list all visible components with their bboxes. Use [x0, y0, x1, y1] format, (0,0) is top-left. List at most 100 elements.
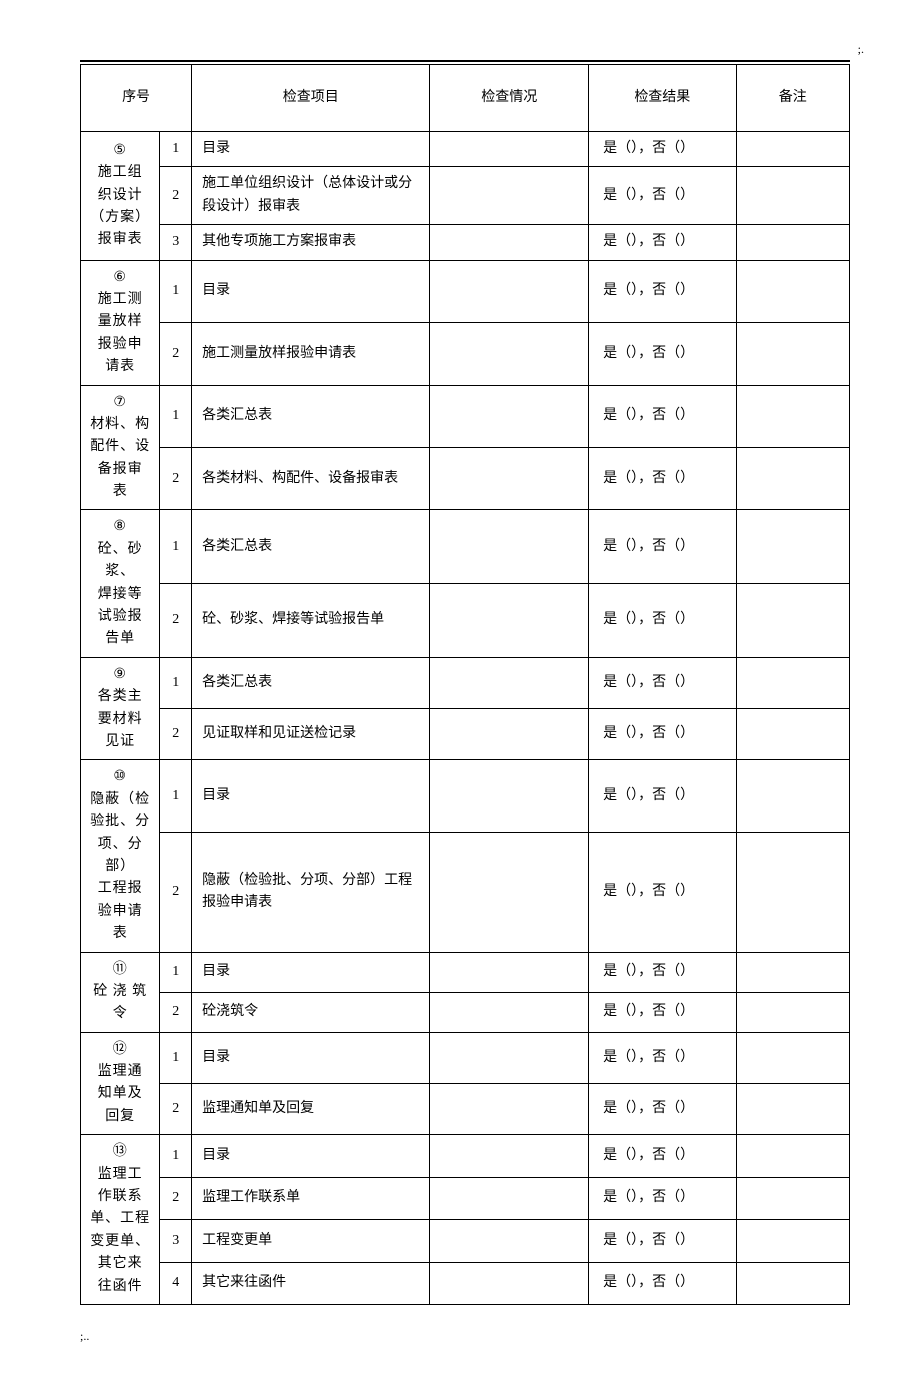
inspection-item: 目录	[192, 1032, 430, 1083]
group-label: ⑨各类主要材料见证	[81, 657, 160, 760]
inspection-note	[736, 709, 849, 760]
table-row: 2监理通知单及回复是（），否（）	[81, 1083, 850, 1134]
row-number: 2	[160, 833, 192, 952]
header-result: 检查结果	[589, 65, 736, 132]
table-row: ⑧砼、砂浆、焊接等试验报告单1各类汇总表是（），否（）	[81, 510, 850, 584]
inspection-result: 是（），否（）	[589, 833, 736, 952]
inspection-item: 施工测量放样报验申请表	[192, 323, 430, 385]
inspection-note	[736, 1083, 849, 1134]
inspection-result: 是（），否（）	[589, 952, 736, 992]
inspection-item: 监理工作联系单	[192, 1177, 430, 1219]
inspection-condition	[430, 709, 589, 760]
row-number: 1	[160, 260, 192, 322]
inspection-condition	[430, 1135, 589, 1177]
inspection-condition	[430, 760, 589, 833]
inspection-result: 是（），否（）	[589, 385, 736, 447]
row-number: 2	[160, 992, 192, 1032]
inspection-condition	[430, 1177, 589, 1219]
inspection-result: 是（），否（）	[589, 584, 736, 658]
inspection-item: 监理通知单及回复	[192, 1083, 430, 1134]
inspection-condition	[430, 225, 589, 260]
group-label: ⑤施工组织设计（方案）报审表	[81, 132, 160, 261]
table-row: 3其他专项施工方案报审表是（），否（）	[81, 225, 850, 260]
inspection-item: 目录	[192, 1135, 430, 1177]
table-row: ⑤施工组织设计（方案）报审表1目录是（），否（）	[81, 132, 850, 167]
inspection-condition	[430, 132, 589, 167]
inspection-result: 是（），否（）	[589, 225, 736, 260]
row-number: 1	[160, 657, 192, 708]
inspection-result: 是（），否（）	[589, 132, 736, 167]
inspection-condition	[430, 657, 589, 708]
inspection-item: 目录	[192, 260, 430, 322]
inspection-note	[736, 132, 849, 167]
group-label: ⑬监理工作联系单、工程变更单、其它来往函件	[81, 1135, 160, 1305]
inspection-note	[736, 167, 849, 225]
inspection-table: 序号 检查项目 检查情况 检查结果 备注 ⑤施工组织设计（方案）报审表1目录是（…	[80, 64, 850, 1305]
inspection-condition	[430, 1032, 589, 1083]
inspection-condition	[430, 323, 589, 385]
table-row: ⑩隐蔽（检验批、分项、分部）工程报验申请表1目录是（），否（）	[81, 760, 850, 833]
header-seq: 序号	[81, 65, 192, 132]
inspection-note	[736, 833, 849, 952]
inspection-note	[736, 323, 849, 385]
table-row: 2砼、砂浆、焊接等试验报告单是（），否（）	[81, 584, 850, 658]
row-number: 4	[160, 1262, 192, 1304]
inspection-note	[736, 760, 849, 833]
inspection-result: 是（），否（）	[589, 760, 736, 833]
table-row: ⑫监理通知单及回复1目录是（），否（）	[81, 1032, 850, 1083]
inspection-note	[736, 1032, 849, 1083]
inspection-condition	[430, 952, 589, 992]
inspection-item: 各类汇总表	[192, 510, 430, 584]
inspection-item: 施工单位组织设计（总体设计或分段设计）报审表	[192, 167, 430, 225]
table-row: 2施工单位组织设计（总体设计或分段设计）报审表 是（），否（）	[81, 167, 850, 225]
group-label: ⑧砼、砂浆、焊接等试验报告单	[81, 510, 160, 657]
table-row: 2隐蔽（检验批、分项、分部）工程报验申请表 是（），否（）	[81, 833, 850, 952]
inspection-item: 隐蔽（检验批、分项、分部）工程报验申请表	[192, 833, 430, 952]
row-number: 2	[160, 323, 192, 385]
inspection-item: 工程变更单	[192, 1220, 430, 1262]
inspection-result: 是（），否（）	[589, 709, 736, 760]
group-label: ⑫监理通知单及回复	[81, 1032, 160, 1135]
row-number: 1	[160, 385, 192, 447]
inspection-note	[736, 584, 849, 658]
table-row: 2监理工作联系单是（），否（）	[81, 1177, 850, 1219]
inspection-result: 是（），否（）	[589, 510, 736, 584]
row-number: 2	[160, 447, 192, 509]
inspection-result: 是（），否（）	[589, 260, 736, 322]
row-number: 1	[160, 760, 192, 833]
inspection-result: 是（），否（）	[589, 1262, 736, 1304]
page-header-semi: ;.	[858, 42, 864, 57]
inspection-result: 是（），否（）	[589, 167, 736, 225]
inspection-result: 是（），否（）	[589, 323, 736, 385]
row-number: 1	[160, 510, 192, 584]
inspection-item: 各类材料、构配件、设备报审表	[192, 447, 430, 509]
table-row: 2施工测量放样报验申请表 是（），否（）	[81, 323, 850, 385]
inspection-condition	[430, 833, 589, 952]
inspection-note	[736, 260, 849, 322]
table-row: ⑥施工测量放样报验申请表1目录是（），否（）	[81, 260, 850, 322]
inspection-condition	[430, 447, 589, 509]
inspection-note	[736, 385, 849, 447]
page-footer-semi: ;..	[80, 1329, 850, 1344]
inspection-note	[736, 657, 849, 708]
inspection-condition	[430, 1262, 589, 1304]
table-row: ⑦材料、构配件、设备报审表1各类汇总表是（），否（）	[81, 385, 850, 447]
inspection-condition	[430, 1083, 589, 1134]
row-number: 2	[160, 167, 192, 225]
inspection-note	[736, 1220, 849, 1262]
row-number: 1	[160, 952, 192, 992]
table-row: 2各类材料、构配件、设备报审表是（），否（）	[81, 447, 850, 509]
inspection-item: 各类汇总表	[192, 657, 430, 708]
group-label: ⑪砼 浇 筑令	[81, 952, 160, 1032]
header-note: 备注	[736, 65, 849, 132]
inspection-note	[736, 1177, 849, 1219]
inspection-result: 是（），否（）	[589, 1135, 736, 1177]
table-row: 3工程变更单是（），否（）	[81, 1220, 850, 1262]
row-number: 1	[160, 1032, 192, 1083]
row-number: 1	[160, 132, 192, 167]
page-top-rule: ;.	[80, 60, 850, 62]
inspection-result: 是（），否（）	[589, 1220, 736, 1262]
inspection-result: 是（），否（）	[589, 992, 736, 1032]
inspection-note	[736, 447, 849, 509]
inspection-result: 是（），否（）	[589, 1083, 736, 1134]
